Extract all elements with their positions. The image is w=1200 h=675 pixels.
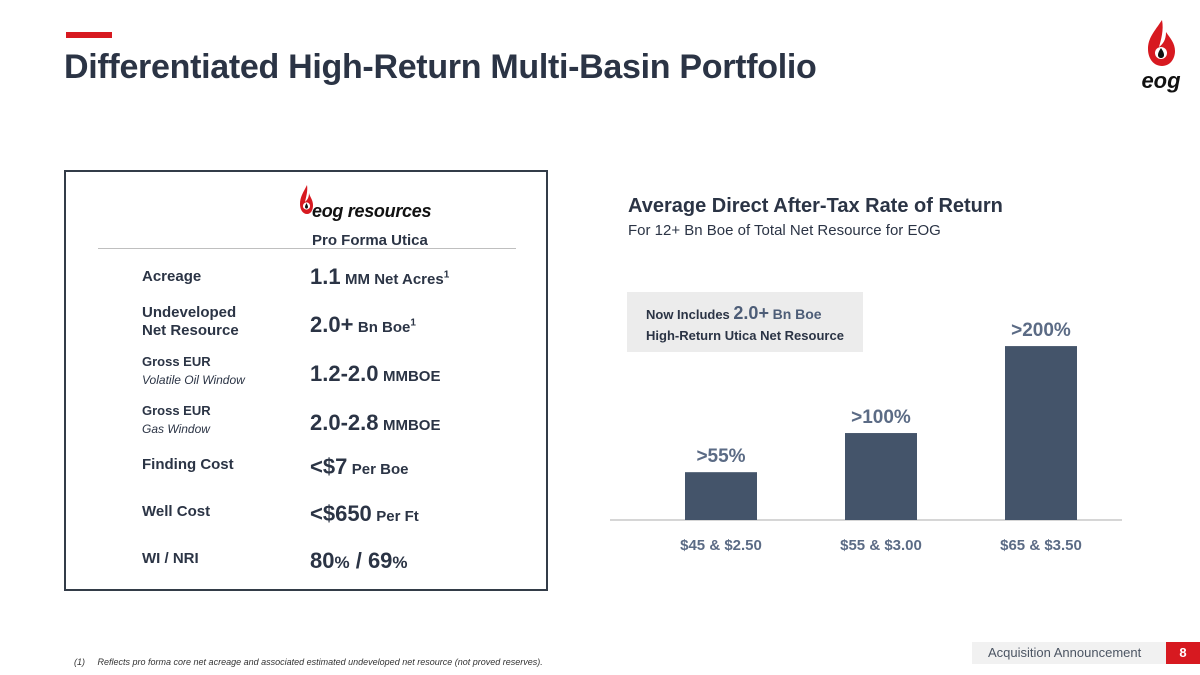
footnote: (1) Reflects pro forma core net acreage … [74,657,543,667]
flame-icon [300,185,313,214]
metric-label: WI / NRI [142,550,199,567]
metric-value: <$650 Per Ft [310,501,419,527]
metric-unit: Per Boe [351,461,409,478]
metric-number: <$650 [310,501,372,526]
metric-label-line2: Net Resource [142,322,239,339]
metric-value: 2.0+ Bn Boe1 [310,312,416,338]
metric-unit: MM Net Acres [345,271,444,288]
bars-group: >55% $45 & $2.50 >100% $55 & $3.00 >200% $65 … [680,320,1082,554]
footnote-number: (1) [74,657,85,667]
metric-value: <$7 Per Boe [310,454,408,480]
metric-number: 2.0+ [310,312,354,337]
footnote-text: Reflects pro forma core net acreage and … [97,657,543,667]
chart-title: Average Direct After-Tax Rate of Return [628,195,1003,217]
bar [1005,346,1077,520]
metric-unit: MMBOE [382,368,441,385]
metric-value: 1.1 MM Net Acres1 [310,264,449,290]
metric-label: Finding Cost [142,456,234,473]
metric-sublabel: Volatile Oil Window [142,373,245,387]
metric-label: Acreage [142,268,202,285]
panel-divider [98,248,516,249]
metric-unit: Per Ft [376,508,419,525]
brand-name: eog resources [312,201,432,221]
footer-section-label: Acquisition Announcement [972,642,1166,664]
x-tick-label: $55 & $3.00 [840,537,922,554]
metric-label: Undeveloped Net Resource [142,304,239,340]
bar-data-label: >100% [851,407,911,428]
callout-line1: Now Includes 2.0+ Bn Boe [646,303,822,324]
metric-percent: % [334,553,350,572]
page-number: 8 [1166,642,1200,664]
utica-summary-panel: eog resources Pro Forma Utica Acreage 1.… [64,170,548,591]
metric-label-line1: Gross EUR [142,403,211,418]
x-tick-label: $45 & $2.50 [680,537,762,554]
page-title: Differentiated High-Return Multi-Basin P… [64,48,817,86]
title-accent-bar [66,32,112,38]
metric-percent: % [392,553,408,572]
metric-number: <$7 [310,454,348,479]
logo-text: eog [1141,68,1181,93]
callout-prefix: Now Includes [646,307,730,322]
metric-value: 1.2-2.0 MMBOE [310,361,440,387]
eog-logo: eog [1136,18,1186,93]
footnote-ref: 1 [443,269,450,281]
metric-value: 2.0-2.8 MMBOE [310,410,440,436]
rate-of-return-bar-chart: >55% $45 & $2.50 >100% $55 & $3.00 >200% $65 … [610,320,1122,554]
footnote-ref: 1 [410,317,416,329]
metric-value: 80% / 69% [310,548,408,574]
bar [845,433,917,520]
metric-unit: MMBOE [382,417,441,434]
utica-callout: Now Includes 2.0+ Bn Boe High-Return Uti… [627,292,863,352]
metric-label-line1: Undeveloped [142,304,237,321]
brand-subtitle: Pro Forma Utica [312,232,428,249]
metric-label-line1: Gross EUR [142,354,211,369]
chart-subtitle: For 12+ Bn Boe of Total Net Resource for… [628,222,941,239]
callout-highlight: 2.0+ [733,303,769,323]
bar-data-label: >200% [1011,320,1071,341]
metric-number: 1.1 [310,264,341,289]
metric-number: 80 [310,548,335,573]
eog-resources-brand: eog resources Pro Forma Utica [298,184,498,249]
bar [685,472,757,520]
callout-line2: High-Return Utica Net Resource [646,328,844,343]
metric-label: Well Cost [142,503,211,520]
metric-label: Gross EUR Volatile Oil Window [142,353,245,389]
metric-unit: Bn Boe [357,319,411,336]
metric-number: 2.0-2.8 [310,410,379,435]
x-tick-label: $65 & $3.50 [1000,537,1082,554]
bar-data-label: >55% [696,446,745,467]
metric-label: Gross EUR Gas Window [142,402,211,438]
metric-number: / 69 [349,548,393,573]
flame-icon [1148,20,1175,66]
metric-number: 1.2-2.0 [310,361,379,386]
callout-highlight-unit: Bn Boe [772,306,822,322]
metric-sublabel: Gas Window [142,422,210,436]
